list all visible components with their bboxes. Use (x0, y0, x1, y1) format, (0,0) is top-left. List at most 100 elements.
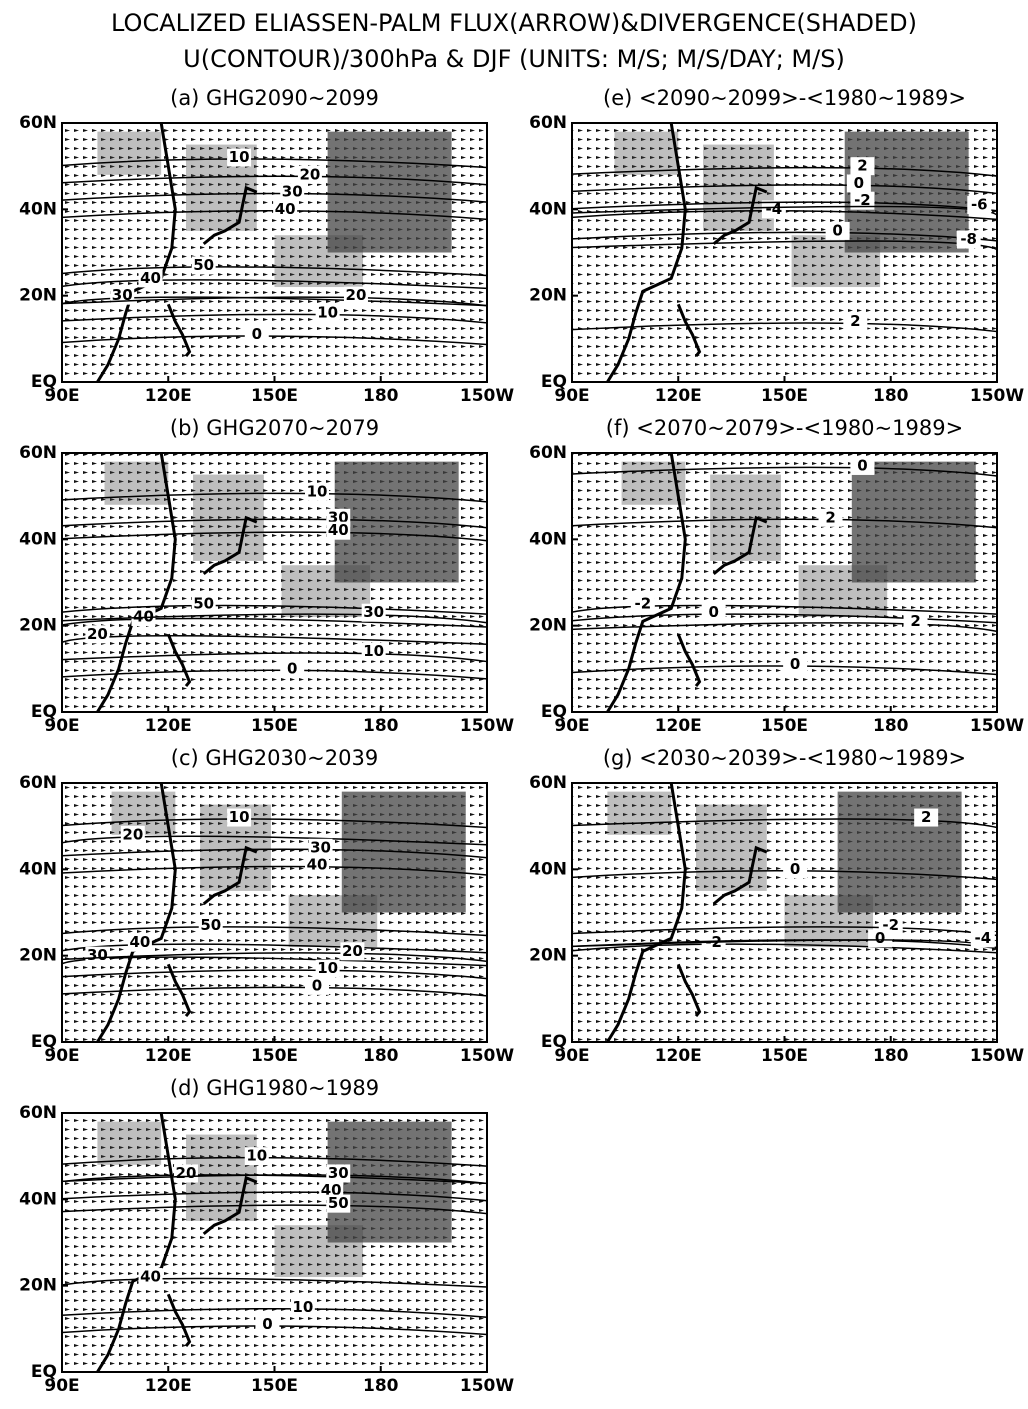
map-panel: 102030405040302010090E120E150E180150WEQ2… (19, 113, 514, 406)
contour-label: 50 (193, 256, 214, 274)
contour-label: 30 (328, 1164, 349, 1182)
y-tick-label: 40N (529, 529, 567, 549)
contour-label: 20 (176, 1164, 197, 1182)
contour-label: 50 (200, 916, 221, 934)
panel-title: (b) GHG2070~2079 (170, 416, 379, 440)
y-tick-label: 60N (19, 773, 57, 793)
panel-title: (a) GHG2090~2099 (170, 86, 379, 110)
y-tick-label: 60N (529, 773, 567, 793)
x-tick-label: 150W (460, 386, 514, 406)
panel-title: (g) <2030~2039>-<1980~1989> (603, 746, 966, 770)
contour-label: 0 (287, 659, 297, 677)
x-tick-label: 150W (460, 1376, 514, 1396)
y-tick-label: 60N (19, 443, 57, 463)
panel-title: (c) GHG2030~2039 (171, 746, 378, 770)
contour-label: 10 (246, 1147, 267, 1165)
divergence-shading (275, 235, 364, 287)
y-tick-label: 40N (529, 859, 567, 879)
x-tick-label: 150E (761, 716, 808, 736)
contour-label: 10 (292, 1298, 313, 1316)
contour-label: 40 (275, 200, 296, 218)
divergence-shading (275, 1225, 364, 1277)
contour-label: 0 (262, 1315, 272, 1333)
x-tick-label: 180 (363, 386, 399, 406)
contour-label: 20 (342, 942, 363, 960)
contour-label: 0 (832, 221, 842, 239)
divergence-shading (838, 792, 962, 913)
x-tick-label: 180 (363, 1046, 399, 1066)
contour-label: 2 (910, 612, 920, 630)
divergence-shading (328, 132, 452, 253)
x-tick-label: 150E (251, 1376, 298, 1396)
x-tick-label: 150W (460, 1046, 514, 1066)
x-tick-label: 150E (251, 1046, 298, 1066)
y-tick-label: EQ (31, 1032, 57, 1052)
divergence-shading (607, 792, 671, 835)
x-tick-label: 180 (363, 716, 399, 736)
map-panel: 10203040504010090E120E150E180150WEQ20N40… (19, 1103, 514, 1396)
x-tick-label: 120E (145, 386, 192, 406)
y-tick-label: 20N (19, 286, 57, 306)
x-tick-label: 120E (145, 1376, 192, 1396)
divergence-shading (710, 475, 781, 561)
x-tick-label: 150W (970, 386, 1024, 406)
y-tick-label: 20N (19, 946, 57, 966)
x-tick-label: 120E (145, 1046, 192, 1066)
contour-label: 40 (307, 856, 328, 874)
y-tick-label: 60N (529, 443, 567, 463)
contour-label: 10 (363, 642, 384, 660)
contour-label: 30 (363, 603, 384, 621)
contour-label: 0 (790, 860, 800, 878)
contour-label: 20 (346, 286, 367, 304)
contour-label: 10 (317, 303, 338, 321)
x-tick-label: 150E (761, 1046, 808, 1066)
y-tick-label: 60N (19, 113, 57, 133)
panel-title: (e) <2090~2099>-<1980~1989> (603, 86, 966, 110)
contour-label: 0 (708, 603, 718, 621)
contour-label: 50 (193, 595, 214, 613)
x-tick-label: 120E (655, 1046, 702, 1066)
contour-label: 40 (328, 521, 349, 539)
y-tick-label: EQ (541, 372, 567, 392)
figure: LOCALIZED ELIASSEN-PALM FLUX(ARROW)&DIVE… (0, 0, 1028, 1405)
panel-title: (d) GHG1980~1989 (170, 1076, 379, 1100)
divergence-shading (105, 462, 169, 505)
x-tick-label: 150W (970, 716, 1024, 736)
y-tick-label: EQ (31, 702, 57, 722)
contour-label: 20 (122, 825, 143, 843)
figure-title: LOCALIZED ELIASSEN-PALM FLUX(ARROW)&DIVE… (111, 9, 917, 37)
x-tick-label: 180 (873, 386, 909, 406)
divergence-shading (792, 235, 881, 287)
y-tick-label: 60N (19, 1103, 57, 1123)
contour-label: 0 (857, 456, 867, 474)
divergence-shading (97, 1122, 161, 1165)
y-tick-label: 20N (529, 286, 567, 306)
contour-label: 30 (87, 946, 108, 964)
contour-label: -2 (634, 595, 651, 613)
contour-label: 10 (307, 482, 328, 500)
y-tick-label: 60N (529, 113, 567, 133)
contour-label: 2 (850, 312, 860, 330)
contour-label: 10 (317, 959, 338, 977)
x-tick-label: 120E (655, 716, 702, 736)
contour-label: 10 (229, 808, 250, 826)
divergence-shading (282, 565, 371, 617)
y-tick-label: 20N (529, 616, 567, 636)
contour-label: 2 (825, 508, 835, 526)
contour-label: 40 (140, 1268, 161, 1286)
y-tick-label: EQ (541, 1032, 567, 1052)
map-panel: 1030405040302010090E120E150E180150WEQ20N… (19, 443, 514, 736)
divergence-shading (615, 132, 679, 175)
contour-label: 2 (857, 157, 867, 175)
divergence-shading (289, 895, 378, 947)
y-tick-label: EQ (31, 1362, 57, 1382)
y-tick-label: EQ (31, 372, 57, 392)
x-tick-label: 180 (873, 716, 909, 736)
contour-label: 30 (282, 183, 303, 201)
contour-label: 40 (129, 933, 150, 951)
contour-label: 10 (229, 148, 250, 166)
y-tick-label: 40N (529, 199, 567, 219)
